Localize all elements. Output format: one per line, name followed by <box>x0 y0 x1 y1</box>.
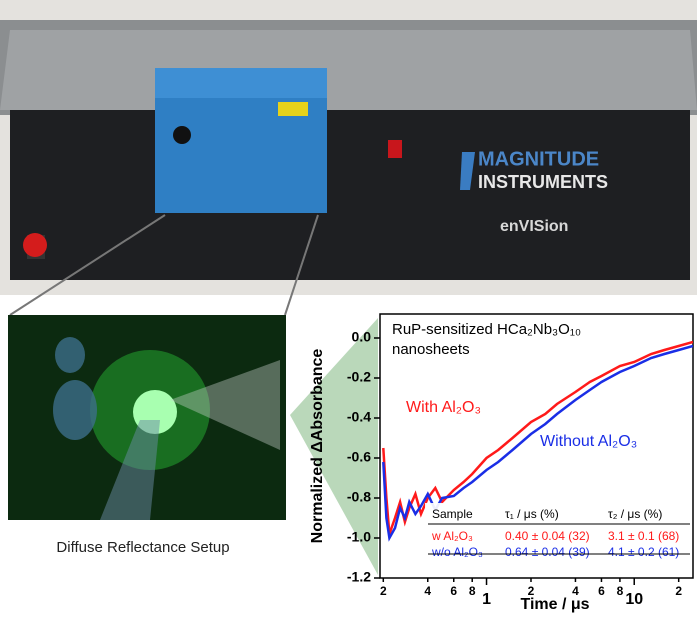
x-tick-label: 2 <box>380 584 387 598</box>
table-header: Sample <box>432 507 473 521</box>
table-cell: 3.1 ± 0.1 (68) <box>608 529 679 543</box>
model-name: enVISion <box>500 218 568 235</box>
x-axis-label: Time / μs <box>520 596 589 613</box>
y-tick-label: -0.4 <box>347 409 371 425</box>
y-tick-label: 0.0 <box>352 329 372 345</box>
table-cell: w Al₂O₃ <box>431 529 473 543</box>
y-tick-label: -0.2 <box>347 369 371 385</box>
table-cell: w/o Al₂O₃ <box>431 545 483 559</box>
table-header: τ₂ / μs (%) <box>608 507 662 521</box>
brand-name: MAGNITUDE <box>478 148 599 170</box>
figure: MAGNITUDE INSTRUMENTS enVISion Diffuse R… <box>0 0 697 617</box>
annotation: nanosheets <box>392 341 470 358</box>
table-header: τ₁ / μs (%) <box>505 507 559 521</box>
y-tick-label: -1.2 <box>347 569 371 585</box>
x-tick-label: 6 <box>598 584 605 598</box>
x-tick-label: 8 <box>469 584 476 598</box>
x-tick-label: 2 <box>675 584 682 598</box>
annotation: RuP-sensitized HCa₂Nb₃O₁₀ <box>392 321 581 338</box>
table-cell: 0.40 ± 0.04 (32) <box>505 529 590 543</box>
brand-name: INSTRUMENTS <box>478 172 608 192</box>
table-cell: 0.64 ± 0.04 (39) <box>505 545 590 559</box>
y-tick-label: -1.0 <box>347 529 371 545</box>
x-tick-label: 4 <box>424 584 431 598</box>
table-cell: 4.1 ± 0.2 (61) <box>608 545 679 559</box>
annotation: With Al₂O₃ <box>406 399 481 416</box>
y-tick-label: -0.6 <box>347 449 371 465</box>
x-tick-label: 1 <box>482 591 491 608</box>
x-tick-label: 8 <box>617 584 624 598</box>
annotation: Without Al₂O₃ <box>540 433 637 450</box>
instrument-photo: MAGNITUDE INSTRUMENTS enVISion <box>0 0 697 315</box>
setup-photo: Diffuse Reflectance Setup <box>8 315 286 556</box>
x-tick-label: 6 <box>450 584 457 598</box>
y-tick-label: -0.8 <box>347 489 371 505</box>
setup-caption: Diffuse Reflectance Setup <box>56 539 229 556</box>
x-tick-label: 10 <box>625 591 643 608</box>
y-axis-label: Normalized ΔAbsorbance <box>309 349 326 544</box>
